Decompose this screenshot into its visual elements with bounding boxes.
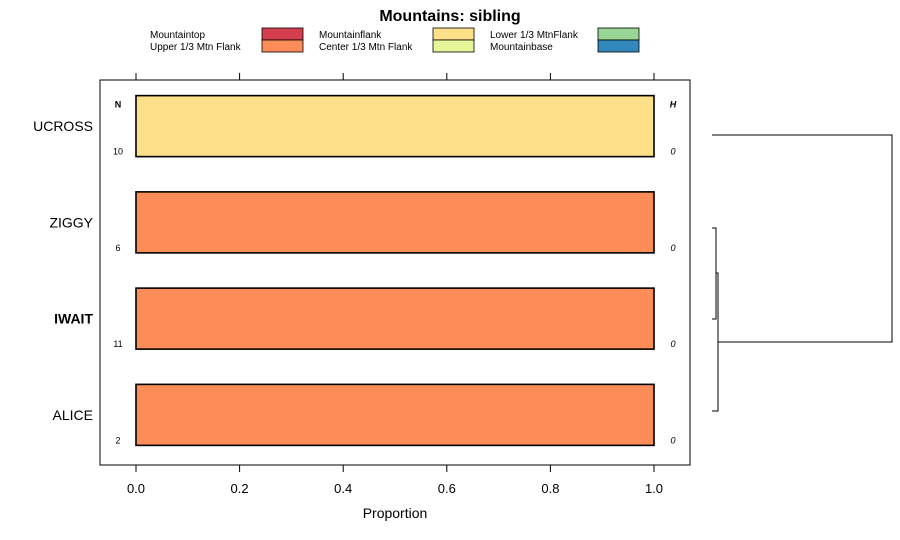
row-label-iwait: IWAIT	[54, 311, 93, 327]
bar-alice-upper-1-3-mtn-flank	[135, 383, 655, 447]
row-label-ziggy: ZIGGY	[49, 214, 93, 230]
legend-swatch-mountainbase	[597, 39, 640, 53]
legend-swatch-upper-1-3-mtn-flank	[261, 39, 304, 53]
n-value-ziggy: 6	[115, 243, 120, 253]
x-tick-label-5: 1.0	[645, 481, 663, 496]
legend-swatch-center-1-3-mtn-flank	[432, 39, 475, 53]
x-tick-label-2: 0.4	[334, 481, 352, 496]
h-value-ziggy: 0	[670, 243, 675, 253]
n-value-alice: 2	[115, 435, 120, 445]
legend-label-upper-1-3-mtn-flank: Upper 1/3 Mtn Flank	[150, 42, 242, 53]
dendrogram-branch-mid	[712, 227, 717, 320]
row-label-ucross: UCROSS	[33, 118, 93, 134]
dendrogram	[712, 134, 893, 412]
bar-iwait-upper-1-3-mtn-flank	[135, 287, 655, 350]
bar-ziggy-upper-1-3-mtn-flank	[135, 191, 655, 254]
x-axis-label: Proportion	[363, 505, 428, 521]
legend-label-mountainbase: Mountainbase	[490, 42, 553, 53]
h-value-alice: 0	[670, 435, 675, 445]
legend-label-mountaintop: Mountaintop	[150, 30, 205, 41]
n-column-header: N	[115, 100, 122, 110]
h-value-iwait: 0	[670, 339, 675, 349]
legend-swatch-mountaintop	[261, 27, 304, 41]
legend-label-center-1-3-mtn-flank: Center 1/3 Mtn Flank	[319, 42, 413, 53]
dendrogram-branch-join	[712, 272, 719, 412]
legend-label-lower-1-3-mtnflank: Lower 1/3 MtnFlank	[490, 30, 579, 41]
n-value-iwait: 11	[113, 339, 122, 349]
bars: UCROSS 10 0 N H ZIGGY 6 0 IWAIT 11 0 ALICE 2 0	[33, 94, 677, 447]
x-tick-label-3: 0.6	[438, 481, 456, 496]
plot-panel	[99, 79, 691, 466]
chart-title: Mountains: sibling	[379, 8, 520, 25]
legend-swatch-mountainflank	[432, 27, 475, 41]
legend-swatch-lower-1-3-mtnflank	[597, 27, 640, 41]
h-value-ucross: 0	[670, 147, 675, 157]
h-column-header: H	[670, 100, 677, 110]
legend-label-mountainflank: Mountainflank	[319, 30, 382, 41]
row-label-alice: ALICE	[53, 407, 93, 423]
dendrogram-branch-top	[712, 134, 893, 343]
x-tick-label-1: 0.2	[231, 481, 249, 496]
x-tick-label-4: 0.8	[541, 481, 559, 496]
bar-ucross-mountainflank	[135, 94, 655, 158]
n-value-ucross: 10	[113, 147, 123, 157]
x-axis: 0.0 0.2 0.4 0.6 0.8 1.0	[127, 73, 663, 496]
x-tick-label-0: 0.0	[127, 481, 145, 496]
